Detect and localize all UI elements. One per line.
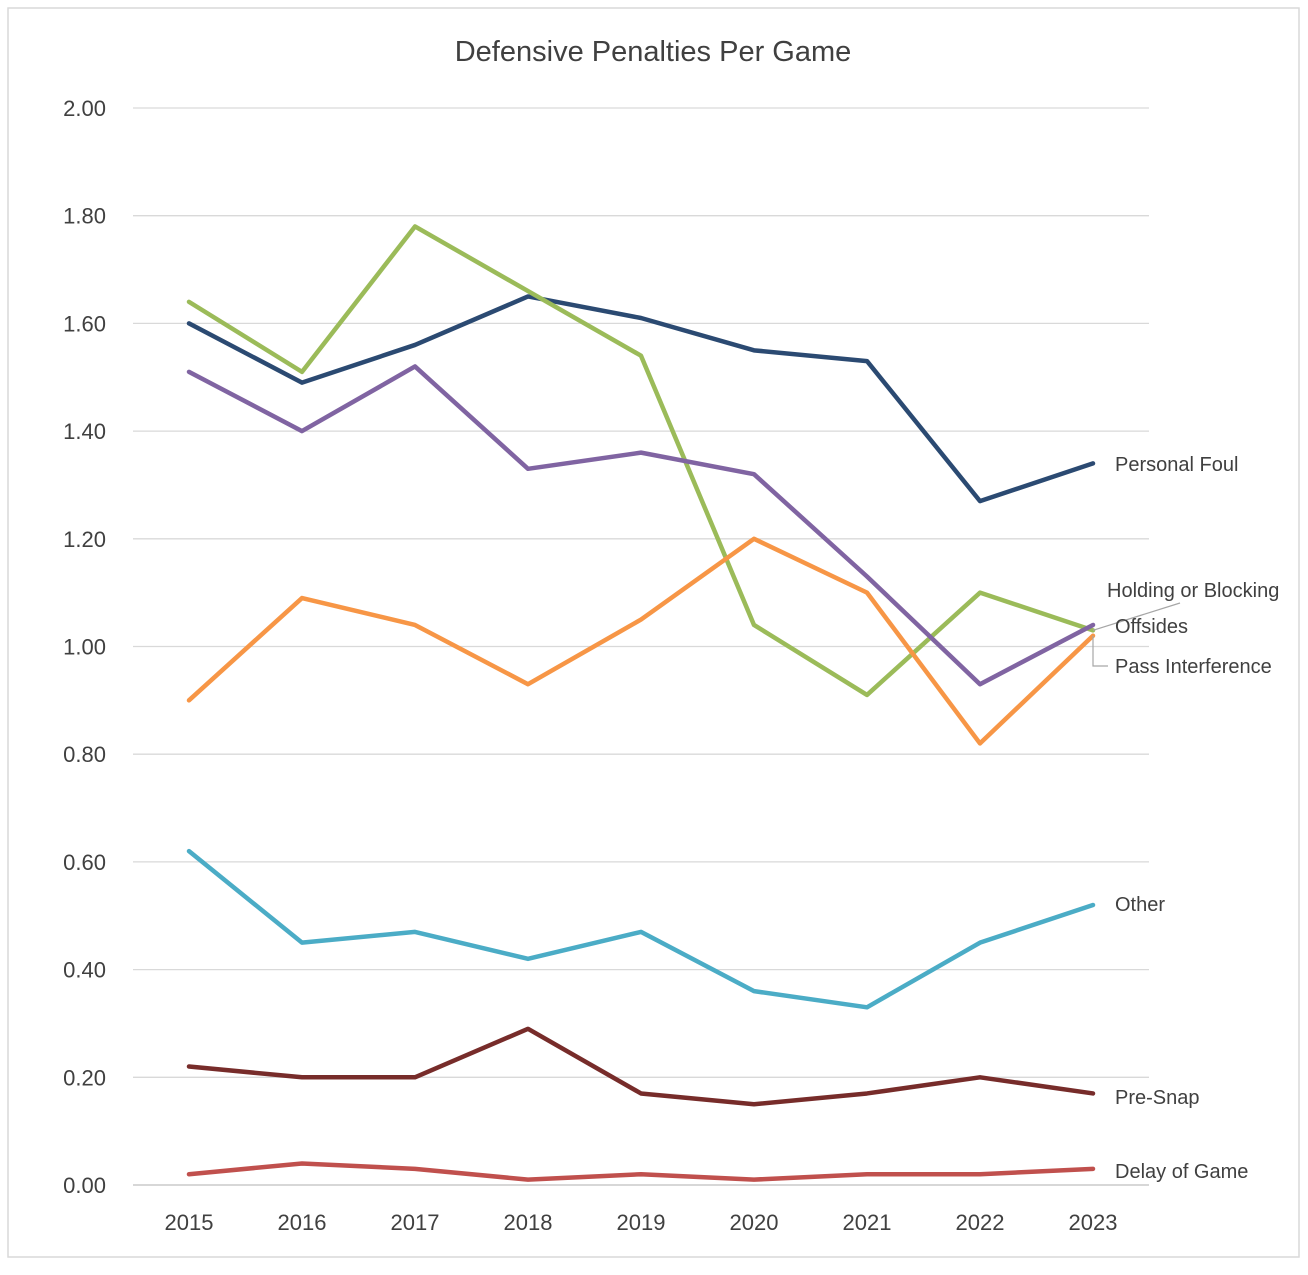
x-tick-label: 2017	[391, 1210, 440, 1235]
y-tick-label: 0.60	[63, 850, 106, 875]
x-tick-label: 2023	[1069, 1210, 1118, 1235]
y-tick-label: 1.00	[63, 635, 106, 660]
series-line-delay-of-game	[186, 1161, 1096, 1182]
y-tick-label: 1.40	[63, 419, 106, 444]
series-line-offsides	[186, 364, 1096, 687]
series-label: Pass Interference	[1115, 656, 1272, 678]
y-tick-label: 1.60	[63, 311, 106, 336]
y-tick-label: 0.00	[63, 1173, 106, 1198]
series-label: Personal Foul	[1115, 454, 1238, 476]
series-line-personal-foul	[186, 294, 1096, 504]
x-tick-label: 2015	[165, 1210, 214, 1235]
x-tick-label: 2021	[843, 1210, 892, 1235]
series-line-pass-interference	[186, 536, 1096, 746]
x-tick-label: 2016	[278, 1210, 327, 1235]
y-tick-label: 0.80	[63, 742, 106, 767]
label-leader-line	[1092, 602, 1181, 631]
x-tick-label: 2018	[504, 1210, 553, 1235]
x-tick-label: 2020	[730, 1210, 779, 1235]
series-label: Offsides	[1115, 616, 1188, 638]
series-line-other	[186, 848, 1096, 1010]
y-tick-label: 1.20	[63, 527, 106, 552]
series-line-holding-or-blocking	[186, 224, 1096, 698]
x-tick-label: 2022	[956, 1210, 1005, 1235]
series-label: Pre-Snap	[1115, 1087, 1200, 1109]
y-tick-label: 0.20	[63, 1065, 106, 1090]
y-tick-label: 0.40	[63, 958, 106, 983]
chart-title: Defensive Penalties Per Game	[455, 36, 852, 68]
series-label: Delay of Game	[1115, 1161, 1248, 1183]
series-line-pre-snap	[186, 1026, 1096, 1107]
series-label: Other	[1115, 894, 1165, 916]
y-tick-label: 2.00	[63, 96, 106, 121]
label-leader-line	[1092, 635, 1108, 667]
series-label: Holding or Blocking	[1107, 580, 1279, 602]
y-tick-label: 1.80	[63, 204, 106, 229]
x-tick-label: 2019	[617, 1210, 666, 1235]
